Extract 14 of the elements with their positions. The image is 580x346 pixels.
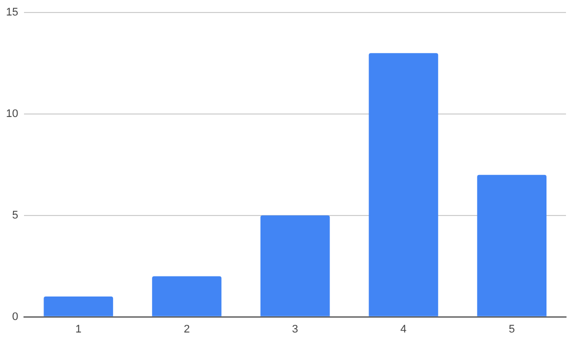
x-tick-label: 2 (184, 323, 190, 336)
bar (152, 276, 222, 316)
y-tick-label: 15 (6, 6, 18, 19)
bar (44, 296, 114, 316)
y-tick-label: 5 (12, 209, 18, 222)
x-tick-label: 1 (75, 323, 82, 336)
bar (477, 174, 546, 316)
x-tick-label: 4 (400, 323, 407, 336)
x-tick-label: 3 (292, 323, 298, 336)
x-tick-label: 5 (508, 323, 515, 336)
y-tick-label: 10 (6, 108, 18, 120)
bar (368, 53, 438, 316)
y-tick-label: 0 (12, 310, 18, 323)
bar (260, 215, 330, 316)
